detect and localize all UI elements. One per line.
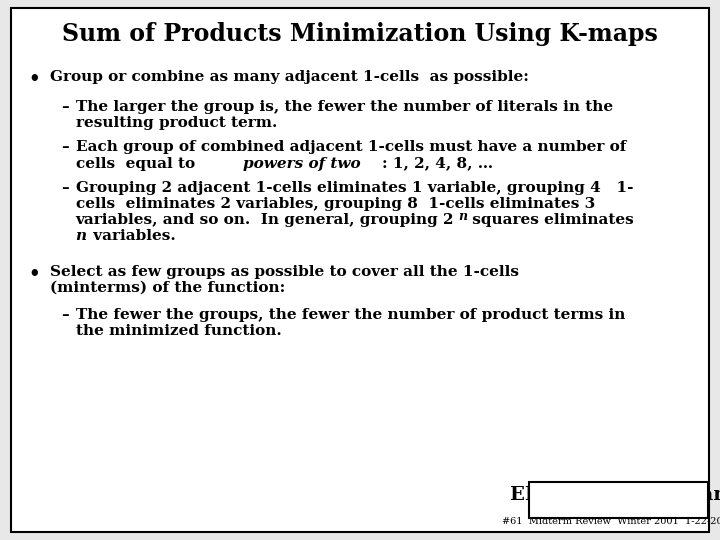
Text: variables.: variables. [88,230,176,244]
Text: Group or combine as many adjacent 1-cells  as possible:: Group or combine as many adjacent 1-cell… [50,70,529,84]
Text: resulting product term.: resulting product term. [76,116,277,130]
Text: Each group of combined adjacent 1-cells must have a number of: Each group of combined adjacent 1-cells … [76,140,626,154]
Text: Sum of Products Minimization Using K-maps: Sum of Products Minimization Using K-map… [62,22,658,45]
Text: Grouping 2 adjacent 1-cells eliminates 1 variable, grouping 4   1-: Grouping 2 adjacent 1-cells eliminates 1… [76,181,633,195]
Text: –: – [61,181,69,195]
Text: squares eliminates: squares eliminates [467,213,634,227]
Text: –: – [61,308,69,322]
Text: •: • [29,265,40,282]
Text: : 1, 2, 4, 8, …: : 1, 2, 4, 8, … [382,157,492,171]
Text: (minterms) of the function:: (minterms) of the function: [50,281,286,295]
Text: n: n [459,210,468,222]
Text: The fewer the groups, the fewer the number of product terms in: The fewer the groups, the fewer the numb… [76,308,625,322]
Text: the minimized function.: the minimized function. [76,324,282,338]
Text: –: – [61,140,69,154]
Text: #61  Midterm Review  Winter 2001  1-22-2002: #61 Midterm Review Winter 2001 1-22-2002 [502,517,720,526]
Text: cells  equal to: cells equal to [76,157,200,171]
Text: variables, and so on.  In general, grouping 2: variables, and so on. In general, groupi… [76,213,454,227]
Text: •: • [29,70,40,88]
Text: cells  eliminates 2 variables, grouping 8  1-cells eliminates 3: cells eliminates 2 variables, grouping 8… [76,197,595,211]
FancyBboxPatch shape [11,8,709,532]
Text: powers of two: powers of two [243,157,360,171]
Text: n: n [76,230,86,244]
Text: –: – [61,100,69,114]
FancyBboxPatch shape [529,482,708,518]
Text: The larger the group is, the fewer the number of literals in the: The larger the group is, the fewer the n… [76,100,613,114]
Text: Select as few groups as possible to cover all the 1-cells: Select as few groups as possible to cove… [50,265,519,279]
Text: EECC341 - Shaaban: EECC341 - Shaaban [510,486,720,504]
